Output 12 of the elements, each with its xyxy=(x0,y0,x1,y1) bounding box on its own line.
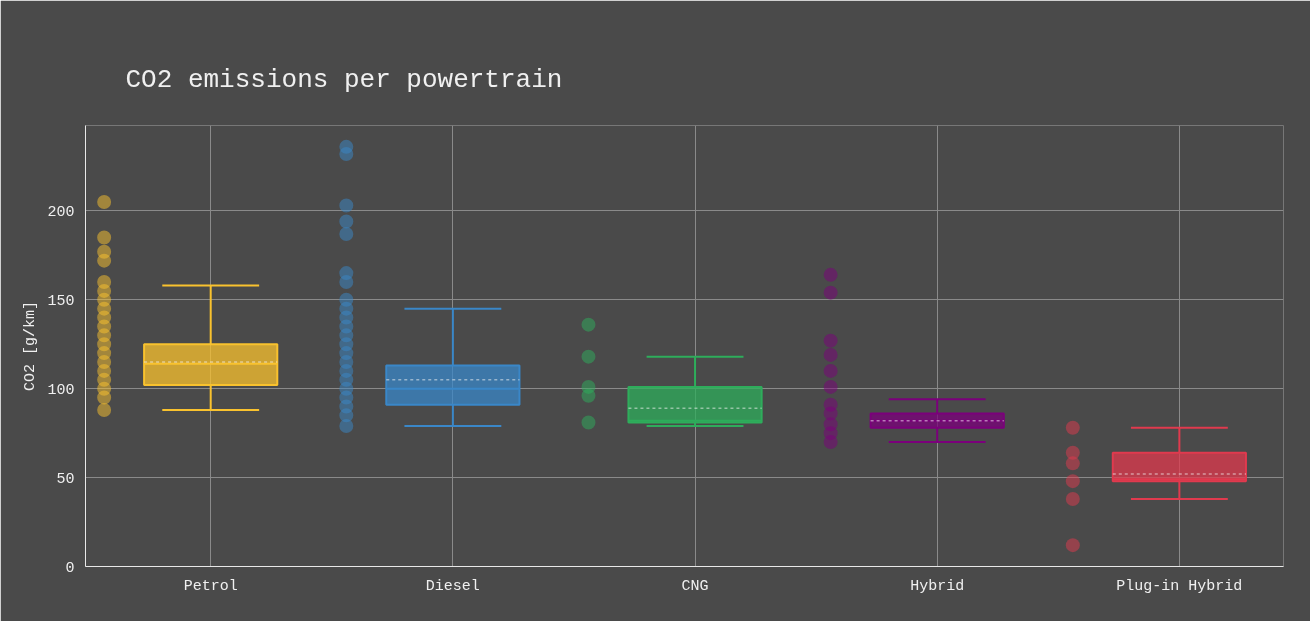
x-tick-label: Hybrid xyxy=(910,577,965,595)
y-tick-label: 0 xyxy=(65,559,75,577)
x-tick-label: Plug-in Hybrid xyxy=(1116,577,1243,595)
x-tick-label: CNG xyxy=(681,577,709,595)
x-tick-label: Diesel xyxy=(425,577,480,595)
y-tick-label: 200 xyxy=(47,203,75,221)
y-tick-label: 150 xyxy=(47,292,75,310)
y-axis-title: CO2 [g/km] xyxy=(22,300,40,392)
x-tick-label: Petrol xyxy=(183,577,238,595)
chart-title: CO2 emissions per powertrain xyxy=(125,64,563,95)
y-tick-label: 100 xyxy=(47,381,75,399)
y-tick-label: 50 xyxy=(56,470,75,488)
